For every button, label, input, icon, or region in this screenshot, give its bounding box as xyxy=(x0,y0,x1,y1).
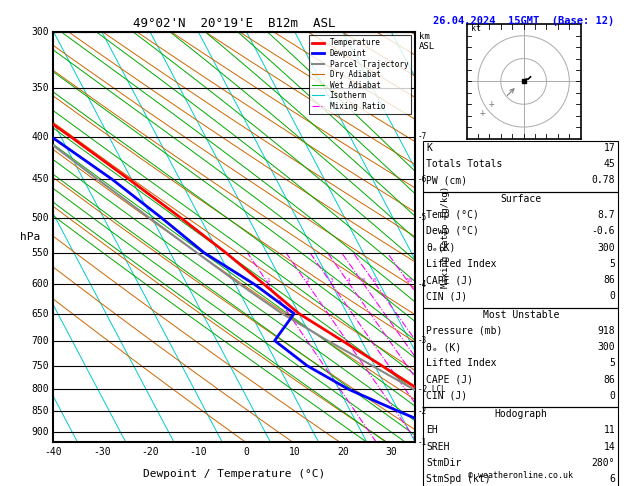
Text: 0: 0 xyxy=(610,291,615,301)
Text: θₑ (K): θₑ (K) xyxy=(426,342,462,352)
Text: -4: -4 xyxy=(418,280,427,289)
Text: Lifted Index: Lifted Index xyxy=(426,259,497,269)
Text: 300: 300 xyxy=(598,243,615,253)
Text: hPa: hPa xyxy=(20,232,40,242)
Text: -2: -2 xyxy=(418,407,427,416)
Text: -10: -10 xyxy=(189,447,207,457)
Text: -5: -5 xyxy=(418,213,427,223)
Text: 3: 3 xyxy=(330,278,333,283)
Text: 86: 86 xyxy=(603,375,615,385)
Text: 4: 4 xyxy=(347,278,351,283)
Text: 450: 450 xyxy=(31,174,49,185)
Text: CIN (J): CIN (J) xyxy=(426,391,467,401)
Text: K: K xyxy=(426,143,432,153)
Text: 280°: 280° xyxy=(592,458,615,468)
Text: 11: 11 xyxy=(603,426,615,435)
Text: 600: 600 xyxy=(31,279,49,289)
Text: 2: 2 xyxy=(305,278,309,283)
Text: +: + xyxy=(489,99,494,109)
Legend: Temperature, Dewpoint, Parcel Trajectory, Dry Adiabat, Wet Adiabat, Isotherm, Mi: Temperature, Dewpoint, Parcel Trajectory… xyxy=(309,35,411,114)
Text: 10: 10 xyxy=(405,278,413,283)
Title: 49°02'N  20°19'E  B12m  ASL: 49°02'N 20°19'E B12m ASL xyxy=(133,17,335,31)
Text: km
ASL: km ASL xyxy=(419,32,435,51)
Text: CIN (J): CIN (J) xyxy=(426,291,467,301)
Text: -1: -1 xyxy=(418,438,427,447)
Text: © weatheronline.co.uk: © weatheronline.co.uk xyxy=(469,471,573,480)
Text: kt: kt xyxy=(471,24,481,33)
Text: 5: 5 xyxy=(610,359,615,368)
Text: 700: 700 xyxy=(31,336,49,346)
Text: Lifted Index: Lifted Index xyxy=(426,359,497,368)
Text: -6: -6 xyxy=(418,175,427,184)
Text: Surface: Surface xyxy=(500,194,542,204)
Text: 14: 14 xyxy=(603,442,615,452)
Text: 5: 5 xyxy=(361,278,365,283)
Text: StmDir: StmDir xyxy=(426,458,462,468)
Text: 0: 0 xyxy=(243,447,249,457)
Text: -30: -30 xyxy=(93,447,111,457)
Text: 6: 6 xyxy=(373,278,377,283)
Text: 0.78: 0.78 xyxy=(592,175,615,186)
Text: 0: 0 xyxy=(610,391,615,401)
Text: 8.7: 8.7 xyxy=(598,210,615,220)
Text: 86: 86 xyxy=(603,275,615,285)
Text: EH: EH xyxy=(426,426,438,435)
Text: 1: 1 xyxy=(266,278,270,283)
Text: 300: 300 xyxy=(31,27,49,36)
Text: 800: 800 xyxy=(31,384,49,394)
Text: Hodograph: Hodograph xyxy=(494,409,547,419)
Text: 10: 10 xyxy=(289,447,301,457)
Text: 17: 17 xyxy=(603,143,615,153)
Text: θₑ(K): θₑ(K) xyxy=(426,243,456,253)
Text: 20: 20 xyxy=(337,447,348,457)
Text: Mixing Ratio (g/kg): Mixing Ratio (g/kg) xyxy=(442,186,450,288)
Text: 30: 30 xyxy=(385,447,397,457)
Text: 900: 900 xyxy=(31,427,49,437)
Text: 400: 400 xyxy=(31,132,49,141)
Text: -0.6: -0.6 xyxy=(592,226,615,236)
Text: 26.04.2024  15GMT  (Base: 12): 26.04.2024 15GMT (Base: 12) xyxy=(433,16,614,26)
Text: 6: 6 xyxy=(610,474,615,485)
Text: Most Unstable: Most Unstable xyxy=(482,310,559,320)
Text: -20: -20 xyxy=(141,447,159,457)
Text: 918: 918 xyxy=(598,326,615,336)
Text: 550: 550 xyxy=(31,248,49,258)
Text: Dewp (°C): Dewp (°C) xyxy=(426,226,479,236)
Text: -2 LCL: -2 LCL xyxy=(418,385,445,394)
Text: PW (cm): PW (cm) xyxy=(426,175,467,186)
Text: Pressure (mb): Pressure (mb) xyxy=(426,326,503,336)
Text: 350: 350 xyxy=(31,83,49,93)
Text: 750: 750 xyxy=(31,361,49,371)
Text: -3: -3 xyxy=(418,336,427,345)
Text: SREH: SREH xyxy=(426,442,450,452)
Text: -7: -7 xyxy=(418,132,427,141)
Text: 300: 300 xyxy=(598,342,615,352)
Text: 650: 650 xyxy=(31,309,49,319)
Text: Temp (°C): Temp (°C) xyxy=(426,210,479,220)
Text: Totals Totals: Totals Totals xyxy=(426,159,503,169)
Text: 5: 5 xyxy=(610,259,615,269)
Text: -40: -40 xyxy=(45,447,62,457)
Text: 500: 500 xyxy=(31,213,49,223)
Text: CAPE (J): CAPE (J) xyxy=(426,275,474,285)
Text: 850: 850 xyxy=(31,406,49,417)
Text: StmSpd (kt): StmSpd (kt) xyxy=(426,474,491,485)
Text: +: + xyxy=(479,108,486,119)
Text: Dewpoint / Temperature (°C): Dewpoint / Temperature (°C) xyxy=(143,469,325,479)
Text: CAPE (J): CAPE (J) xyxy=(426,375,474,385)
Text: 45: 45 xyxy=(603,159,615,169)
